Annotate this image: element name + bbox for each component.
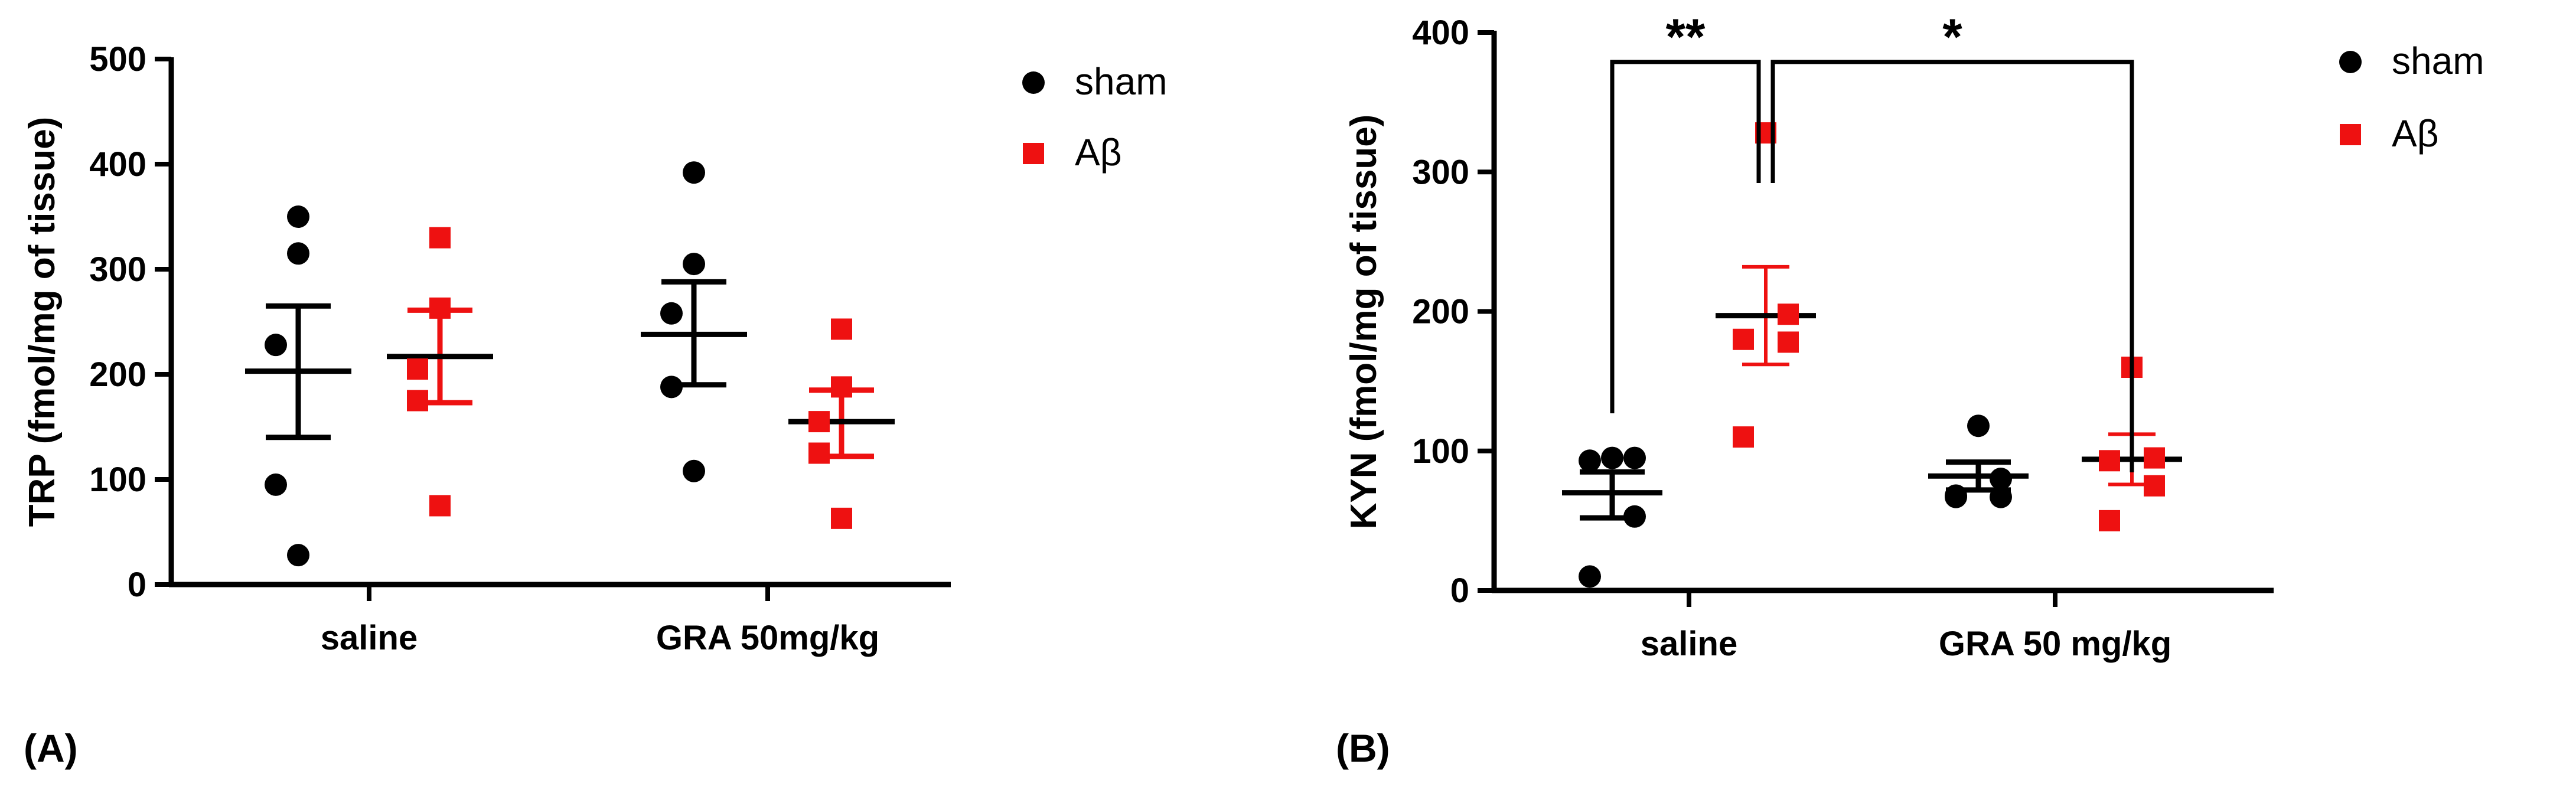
panel-a-label: (A) <box>24 726 78 770</box>
panel-b-data-point-abeta <box>2099 450 2120 472</box>
panel-b-data-point-sham <box>1990 485 2012 508</box>
panel-a-data-point-abeta <box>831 376 852 398</box>
panel-b-data-point-abeta <box>1778 331 1799 353</box>
panel-a-category-label: GRA 50mg/kg <box>656 619 879 657</box>
panel-b-legend-marker-sham <box>2339 51 2362 73</box>
panel-b-data-point-abeta <box>2099 510 2120 531</box>
panel-a-data-point-sham <box>287 544 309 567</box>
panel-b-data-point-abeta <box>1733 328 1754 350</box>
panel-b-label: (B) <box>1336 726 1390 770</box>
panel-a-legend-marker-sham <box>1022 71 1045 94</box>
panel-a-y-tick-label: 0 <box>128 566 146 604</box>
panel-a-y-tick-label: 200 <box>89 355 146 394</box>
panel-b-significance-bracket <box>1610 60 1761 413</box>
panel-b-legend-label: sham <box>2392 40 2484 82</box>
panel-a-legend-marker-abeta <box>1023 143 1044 164</box>
panel-b-legend-marker-abeta <box>2340 124 2361 145</box>
panel-a-data-point-sham <box>287 205 309 228</box>
panel-b-data-point-sham <box>1967 414 1990 438</box>
panel-a-category-label: saline <box>321 619 418 657</box>
panel-b-data-point-abeta <box>1733 426 1754 448</box>
panel-b-data-point-sham <box>1601 446 1623 469</box>
panel-a-data-point-sham <box>683 459 705 482</box>
panel-b-y-tick-label: 400 <box>1412 14 1469 52</box>
panel-b-legend-label: Aβ <box>2392 112 2439 155</box>
panel-a-y-tick-label: 500 <box>89 40 146 79</box>
panel-a-data-point-abeta <box>429 297 451 319</box>
panel-a-data-point-abeta <box>808 442 830 464</box>
panel-a-data-point-sham <box>265 334 287 357</box>
panel-a-data-point-sham <box>287 242 309 265</box>
panel-a-data-point-abeta <box>407 358 428 380</box>
panel-b-significance-bracket <box>1770 60 2134 472</box>
panel-a-y-axis-label: TRP (fmol/mg of tissue) <box>22 117 63 527</box>
panel-a-chart: TRP (fmol/mg of tissue) (A) 0 100 200 300 40… <box>22 40 1168 770</box>
panel-b-category-label: saline <box>1641 625 1737 663</box>
panel-b-y-tick-label: 200 <box>1412 293 1469 331</box>
panel-b-category-label: GRA 50 mg/kg <box>1939 625 2171 663</box>
panel-b-significance-label: * <box>1942 9 1962 66</box>
panel-a-data-point-sham <box>660 302 683 325</box>
panel-b-y-tick-label: 0 <box>1450 572 1469 610</box>
panel-a-data-point-sham <box>683 161 705 184</box>
panel-a-legend-label: sham <box>1075 60 1168 103</box>
panel-b-data-point-sham <box>1945 485 1967 508</box>
panel-b-data-point-abeta <box>2144 447 2165 469</box>
panel-b-data-point-sham <box>1623 446 1646 469</box>
panel-a-data-point-sham <box>660 376 683 399</box>
panel-a-legend-label: Aβ <box>1075 131 1122 174</box>
panel-b-y-tick-label: 300 <box>1412 153 1469 191</box>
panel-b-chart: KYN (fmol/mg of tissue) (B) 0 100 200 300 40… <box>1336 9 2484 770</box>
panel-a-data-point-abeta <box>429 495 451 517</box>
panel-b-significance-label: ** <box>1666 9 1706 66</box>
panel-a-y-tick-label: 300 <box>89 250 146 289</box>
panel-b-y-axis-label: KYN (fmol/mg of tissue) <box>1344 115 1384 530</box>
panel-a-data-point-abeta <box>831 507 852 529</box>
panel-b-data-point-abeta <box>1778 303 1799 325</box>
panel-b-data-point-sham <box>1579 565 1601 588</box>
panel-a-data-point-abeta <box>407 390 428 412</box>
panel-a-data-point-sham <box>683 253 705 276</box>
panel-a-data-point-sham <box>265 473 287 496</box>
panel-b-data-point-sham <box>1990 468 2012 490</box>
panel-b-data-point-abeta <box>2144 475 2165 497</box>
panel-a-data-point-abeta <box>429 227 451 249</box>
panel-b-y-tick-label: 100 <box>1412 432 1469 471</box>
panel-a-y-tick-label: 400 <box>89 145 146 184</box>
panel-a-data-point-abeta <box>808 411 830 433</box>
panel-a-data-point-abeta <box>831 318 852 340</box>
panel-a-y-tick-label: 100 <box>89 461 146 499</box>
panel-b-data-point-sham <box>1623 505 1646 528</box>
panel-b-data-point-sham <box>1579 449 1601 472</box>
